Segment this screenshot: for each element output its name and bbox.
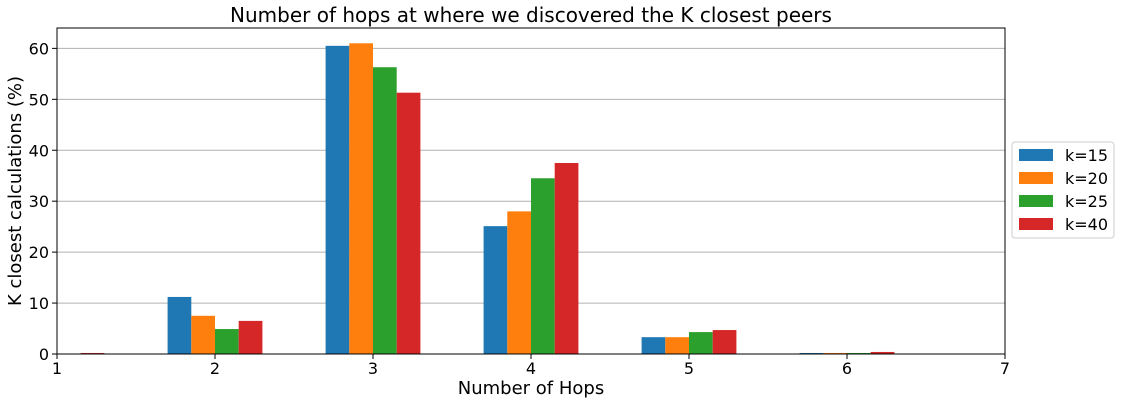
bar-k40-hop-5 — [712, 330, 737, 354]
bar-k15-hop-5 — [641, 337, 666, 354]
y-tick-label: 30 — [29, 192, 49, 211]
bar-k15-hop-4 — [483, 226, 508, 354]
x-tick-label: 7 — [1000, 359, 1010, 378]
bar-k15-hop-2 — [167, 296, 192, 354]
y-tick-label: 20 — [29, 243, 49, 262]
legend-swatch — [1019, 218, 1053, 230]
bar-k25-hop-2 — [215, 329, 239, 354]
y-tick-label: 50 — [29, 90, 49, 109]
bar-k25-hop-4 — [531, 178, 555, 354]
legend-box — [1011, 141, 1115, 239]
bar-k20-hop-4 — [507, 211, 531, 354]
bar-k40-hop-2 — [238, 320, 263, 354]
bar-k25-hop-3 — [373, 67, 397, 355]
bar-k40-hop-6 — [870, 351, 895, 354]
x-tick-label: 6 — [842, 359, 852, 378]
x-tick-label: 2 — [210, 359, 220, 378]
bar-k25-hop-5 — [689, 332, 713, 354]
y-tick-label: 40 — [29, 141, 49, 160]
legend-swatch — [1019, 172, 1053, 184]
bar-k20-hop-6 — [823, 352, 847, 354]
bars-layer — [80, 43, 895, 355]
x-tick-label: 4 — [526, 359, 536, 378]
legend-swatch — [1019, 149, 1053, 161]
bar-k20-hop-2 — [191, 315, 215, 354]
bar-k15-hop-3 — [325, 45, 350, 354]
y-tick-label: 10 — [29, 294, 49, 313]
y-axis-label: K closest calculations (%) — [5, 76, 26, 306]
legend-label: k=40 — [1065, 215, 1108, 234]
bar-k20-hop-5 — [665, 337, 689, 354]
legend-label: k=20 — [1065, 169, 1108, 188]
x-axis-label: Number of Hops — [458, 378, 604, 399]
legend-label: k=25 — [1065, 192, 1108, 211]
legend-items: k=15 k=20 k=25 k=40 — [1019, 146, 1108, 234]
bar-k25-hop-6 — [847, 352, 871, 354]
x-tick-label: 3 — [368, 359, 378, 378]
bar-k40-hop-3 — [396, 92, 421, 355]
chart-title: Number of hops at where we discovered th… — [230, 3, 832, 27]
y-tick-label: 0 — [39, 345, 49, 364]
x-tick-label: 5 — [684, 359, 694, 378]
legend: k=15 k=20 k=25 k=40 — [1011, 141, 1115, 239]
x-tick-label: 1 — [52, 359, 62, 378]
bar-k20-hop-3 — [349, 43, 373, 354]
y-tick-label: 60 — [29, 39, 49, 58]
legend-label: k=15 — [1065, 146, 1108, 165]
bar-k40-hop-1 — [80, 352, 105, 354]
y-ticks-layer: 0 10 20 30 40 50 60 — [29, 39, 57, 364]
bar-k40-hop-4 — [554, 162, 579, 354]
bar-k15-hop-6 — [799, 352, 824, 354]
x-ticks-layer: 1 2 3 4 5 6 7 — [52, 354, 1010, 378]
legend-swatch — [1019, 195, 1053, 207]
